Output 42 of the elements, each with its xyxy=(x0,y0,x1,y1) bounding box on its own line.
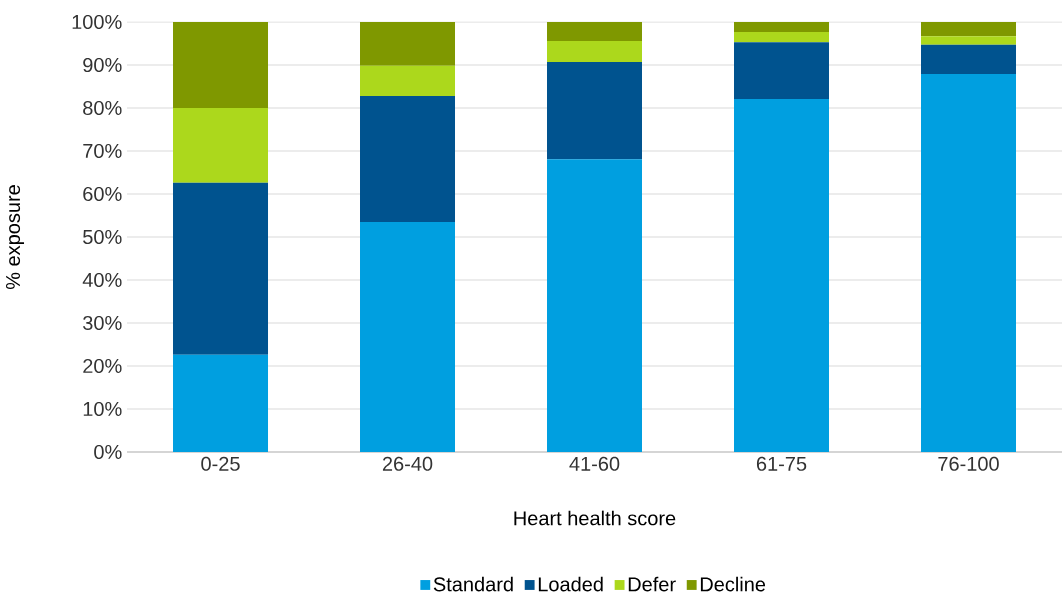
y-tick-label: 80% xyxy=(83,100,122,116)
y-tick-label: 50% xyxy=(83,229,122,245)
y-tick-label: 20% xyxy=(83,358,122,374)
legend-label: Standard xyxy=(433,576,513,592)
x-tick-label: 41-60 xyxy=(569,456,620,471)
legend-label: Loaded xyxy=(538,576,603,592)
bar xyxy=(734,42,830,99)
legend-label: Defer xyxy=(628,576,676,592)
y-tick-label: 40% xyxy=(82,272,122,288)
y-tick-label: 70% xyxy=(83,143,122,159)
x-tick-label: 0-25 xyxy=(201,456,240,471)
bar xyxy=(734,98,830,452)
x-tick-label: 26-40 xyxy=(382,456,433,471)
bar xyxy=(547,21,642,41)
x-tick-label: 61-75 xyxy=(756,456,807,471)
bar xyxy=(921,21,1016,37)
bar xyxy=(173,21,269,108)
bar xyxy=(921,44,1016,75)
y-tick-label: 90% xyxy=(83,57,122,73)
bar xyxy=(173,182,269,355)
bar xyxy=(173,354,269,452)
y-tick-label: 60% xyxy=(83,186,122,202)
bar xyxy=(921,74,1016,452)
x-tick-label: 76-100 xyxy=(938,456,999,471)
y-tick-label: 30% xyxy=(83,315,122,331)
legend-label: Decline xyxy=(700,576,766,592)
bar xyxy=(360,65,456,96)
bar xyxy=(547,159,642,452)
x-axis-title: Heart health score xyxy=(514,510,676,526)
bar xyxy=(360,95,456,222)
bar xyxy=(921,36,1016,45)
bar xyxy=(547,40,642,62)
y-axis-title: % exposure xyxy=(6,185,25,290)
bar xyxy=(173,107,269,183)
bar xyxy=(360,221,456,452)
y-tick-label: 100% xyxy=(72,14,122,30)
bar xyxy=(734,21,830,32)
y-tick-label: 0% xyxy=(94,444,122,460)
bar xyxy=(360,21,456,66)
bar xyxy=(547,61,642,160)
y-tick-label: 10% xyxy=(83,401,122,417)
bar xyxy=(734,31,830,43)
